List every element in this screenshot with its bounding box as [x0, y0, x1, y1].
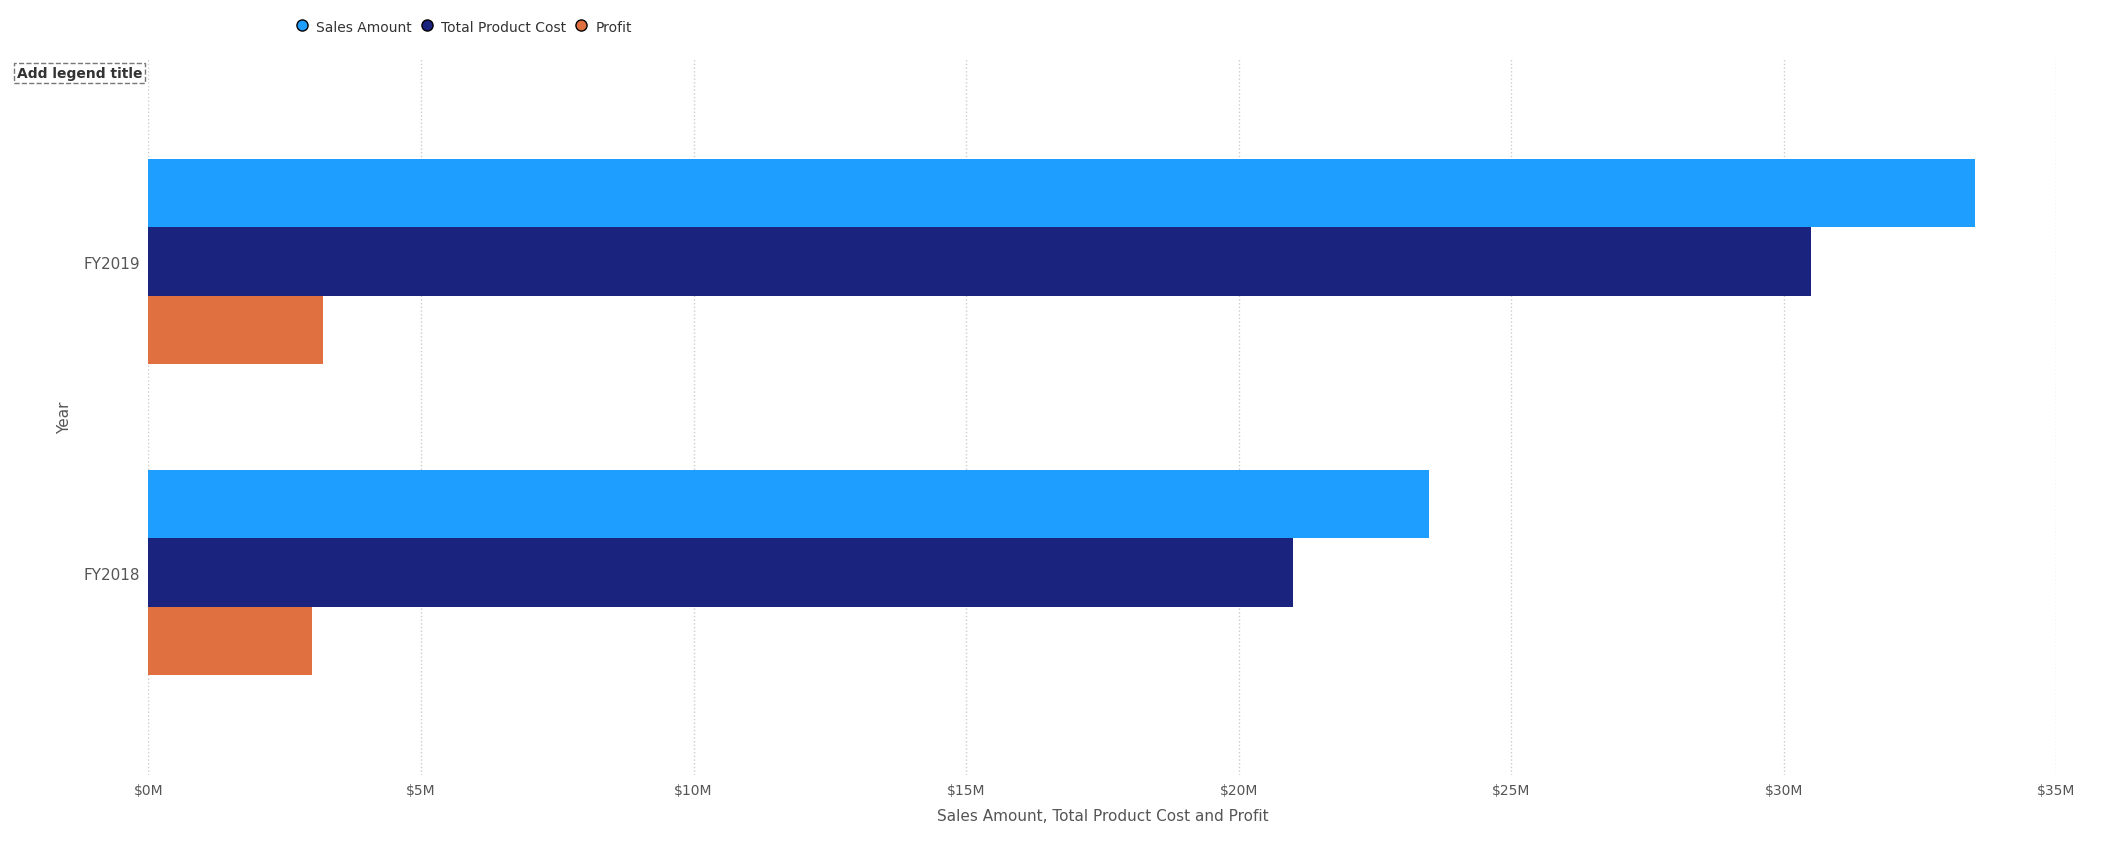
- Text: Add legend title: Add legend title: [17, 67, 142, 81]
- Bar: [148, 607, 312, 676]
- Bar: [148, 296, 322, 365]
- Bar: [148, 470, 1429, 539]
- Y-axis label: Year: Year: [57, 401, 72, 434]
- Bar: [148, 159, 1974, 228]
- X-axis label: Sales Amount, Total Product Cost and Profit: Sales Amount, Total Product Cost and Pro…: [937, 808, 1268, 823]
- Bar: [148, 539, 1293, 607]
- Legend: Sales Amount, Total Product Cost, Profit: Sales Amount, Total Product Cost, Profit: [299, 21, 632, 34]
- Bar: [148, 228, 1810, 296]
